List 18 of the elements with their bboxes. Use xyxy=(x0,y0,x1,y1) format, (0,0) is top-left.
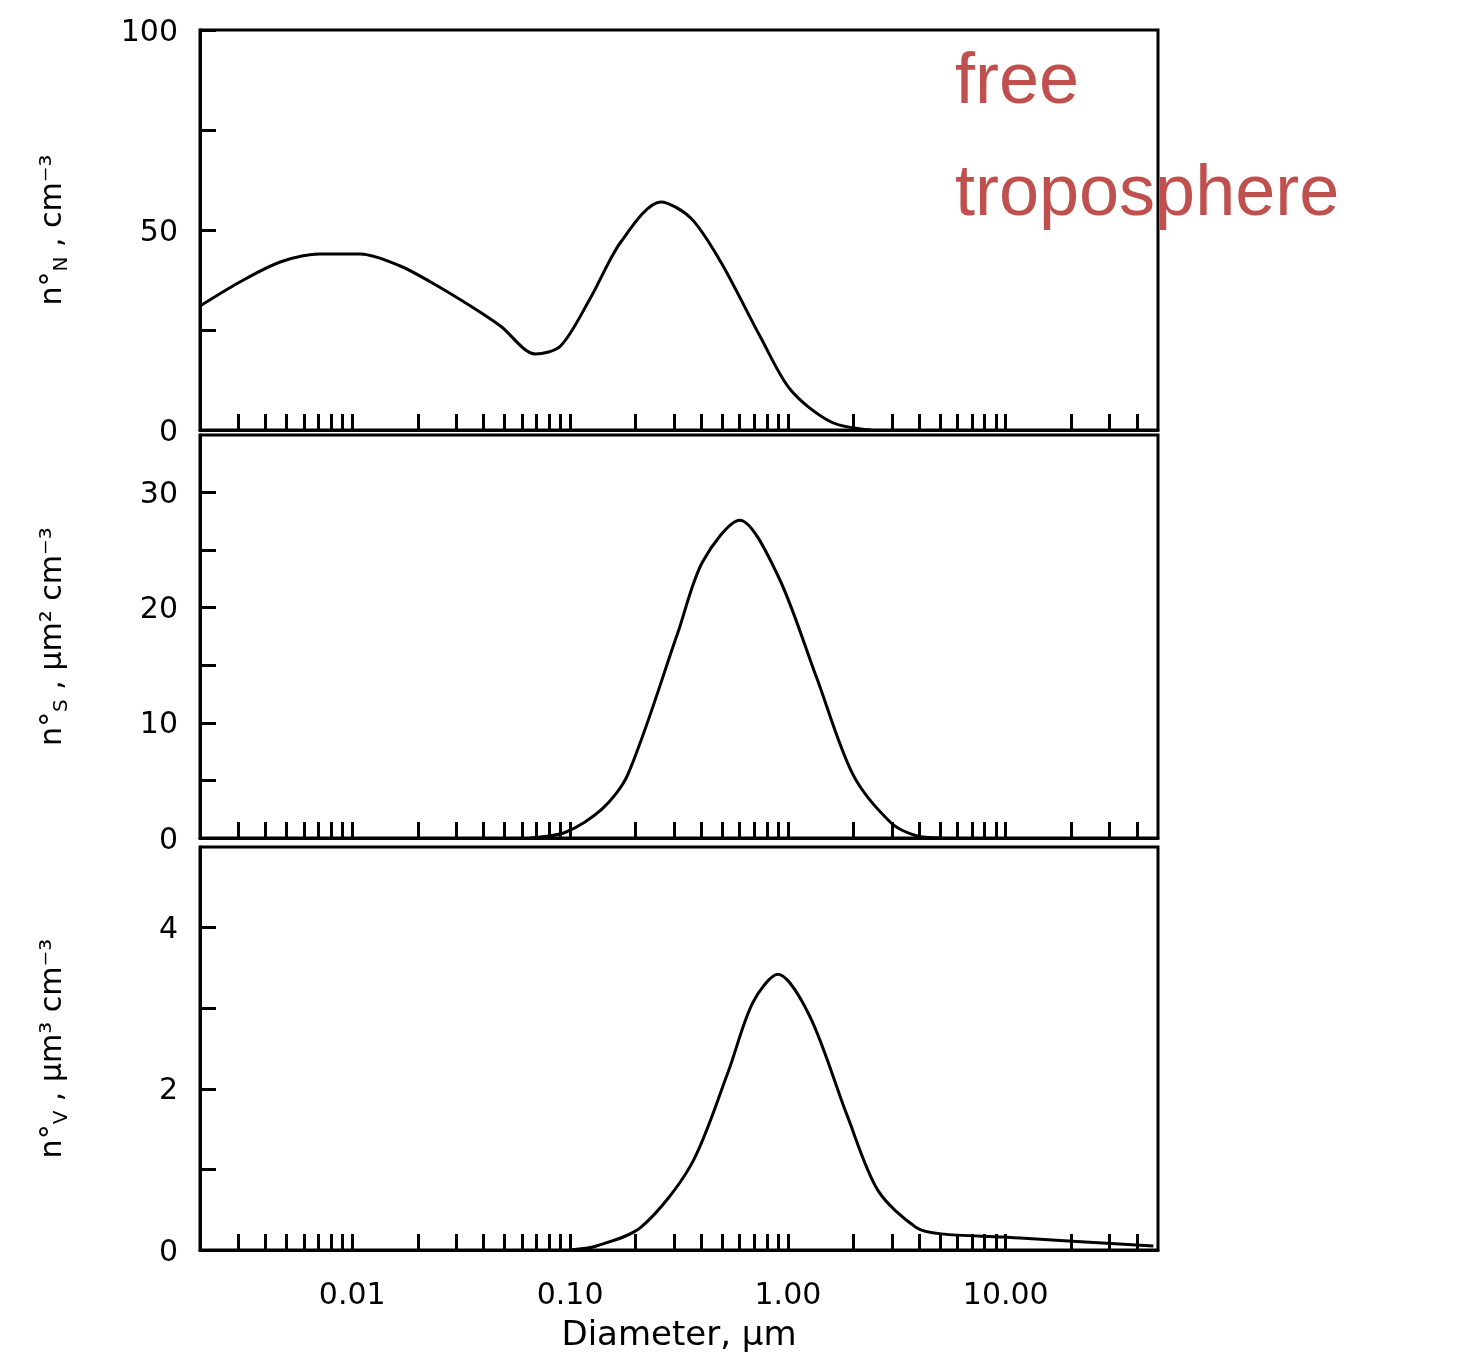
y-tick-label: 30 xyxy=(139,475,178,511)
x-tick-label: 10.00 xyxy=(962,1275,1049,1311)
x-tick-label: 0.01 xyxy=(318,1275,386,1311)
y-axis-title: n°S , µm² cm⁻³ xyxy=(32,527,72,746)
y-tick-label: 0 xyxy=(158,820,178,856)
y-tick-label: 10 xyxy=(139,705,178,741)
y-tick-label: 0 xyxy=(158,412,178,448)
y-tick-label: 20 xyxy=(139,590,178,626)
y-tick-label: 100 xyxy=(120,12,178,48)
x-tick-label: 0.10 xyxy=(536,1275,604,1311)
y-tick-label: 50 xyxy=(139,212,178,248)
y-tick-label: 2 xyxy=(158,1071,178,1107)
y-axis-title: n°V , µm³ cm⁻³ xyxy=(32,938,72,1159)
y-tick-label: 0 xyxy=(158,1232,178,1268)
x-axis-title: Diameter, µm xyxy=(561,1313,797,1353)
y-axis-title: n°N , cm⁻³ xyxy=(32,154,72,306)
x-tick-label: 1.00 xyxy=(754,1275,822,1311)
y-tick-label: 4 xyxy=(158,910,178,946)
